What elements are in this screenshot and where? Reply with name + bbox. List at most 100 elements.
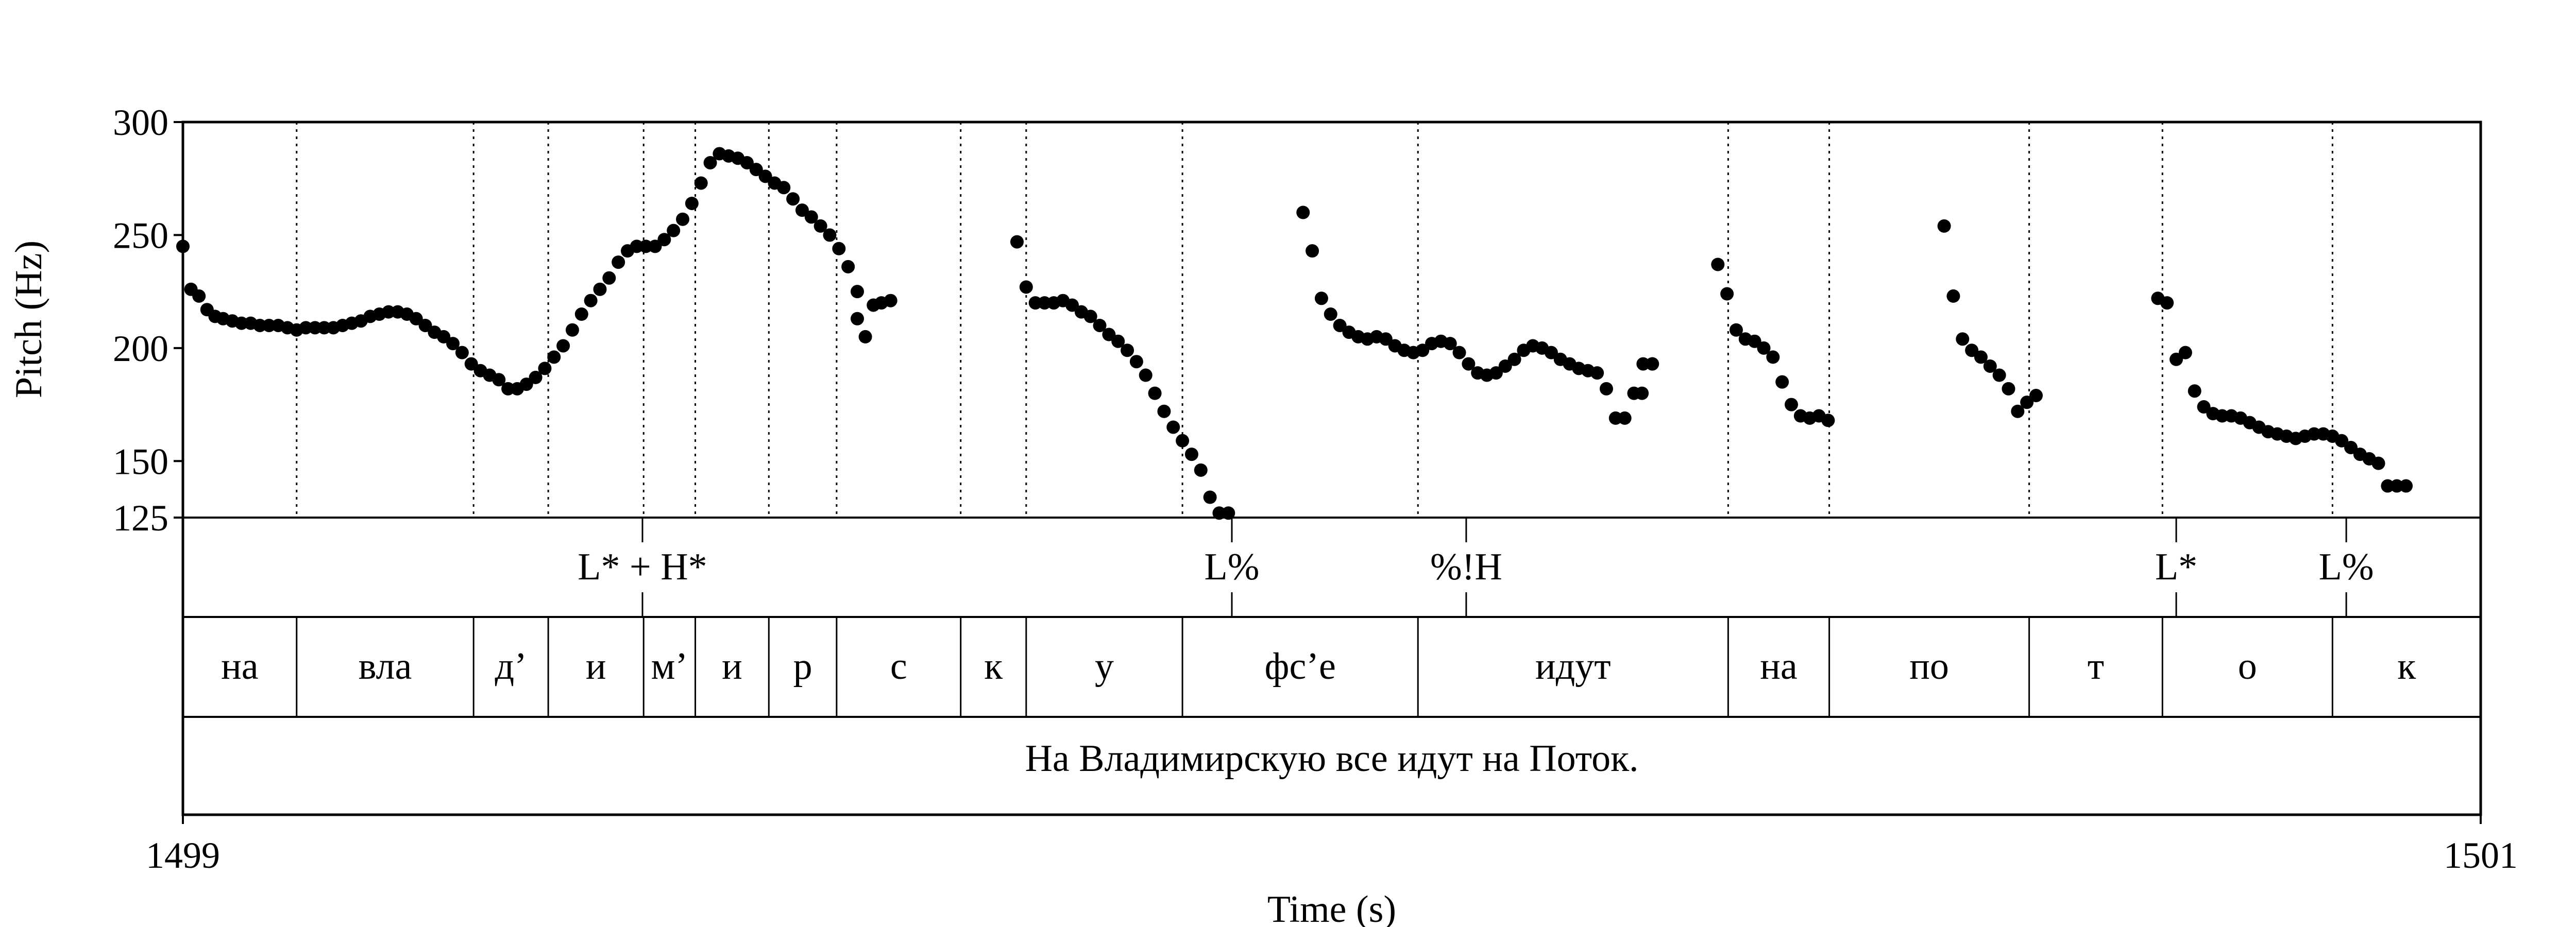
pitch-point <box>409 312 423 325</box>
y-axis-ticks: 125 150 200 250 300 <box>113 102 183 539</box>
pitch-point <box>574 307 588 321</box>
pitch-point <box>1212 506 1226 520</box>
sentence-label: На Владимирскую все идут на Поток. <box>1025 737 1638 780</box>
pitch-point <box>777 181 791 195</box>
syllable-label: вла <box>359 645 412 688</box>
pitch-point <box>1148 386 1162 400</box>
outer-frame <box>181 121 2482 816</box>
syllable-label: к <box>984 645 1003 688</box>
pitch-point <box>657 233 671 247</box>
pitch-point <box>1038 296 1052 310</box>
pitch-point <box>2197 400 2211 414</box>
tone-label: %!H <box>1430 546 1502 588</box>
pitch-point <box>1443 337 1457 351</box>
pitch-point <box>299 321 313 335</box>
pitch-point <box>749 163 763 177</box>
tone-label: L% <box>1205 546 1260 588</box>
pitch-point <box>667 224 681 237</box>
syllable-label: фс’е <box>1265 645 1336 688</box>
pitch-point <box>2390 479 2404 493</box>
y-axis-title: Pitch (Hz) <box>8 241 50 398</box>
pitch-point <box>1306 244 1319 258</box>
pitch-point <box>2381 479 2395 493</box>
pitch-point <box>2020 396 2034 409</box>
pitch-point <box>630 239 643 253</box>
pitch-point <box>262 318 276 332</box>
pitch-point <box>804 210 818 224</box>
pitch-point <box>1635 386 1649 400</box>
pitch-point <box>1956 332 1970 346</box>
pitch-point <box>1729 323 1743 337</box>
y-tick-label: 150 <box>113 441 168 482</box>
pitch-point <box>648 239 662 253</box>
pitch-point <box>851 312 865 325</box>
pitch-point <box>2307 427 2321 441</box>
pitch-point <box>2170 352 2183 366</box>
pitch-point <box>556 339 570 353</box>
pitch-point <box>694 176 708 190</box>
pitch-point <box>1748 334 1761 348</box>
pitch-point <box>814 219 827 233</box>
pitch-point <box>1379 332 1393 346</box>
pitch-point <box>1507 352 1521 366</box>
x-tick-label-start: 1499 <box>146 835 220 876</box>
pitch-point <box>2011 404 2025 418</box>
pitch-point <box>1010 235 1024 249</box>
syllable-label: на <box>221 645 258 688</box>
pitch-point <box>1102 328 1116 341</box>
pitch-point <box>1785 398 1798 411</box>
pitch-point <box>1166 420 1180 434</box>
pitch-point <box>1452 346 1466 359</box>
pitch-point <box>2002 382 2015 396</box>
pitch-point <box>832 242 846 255</box>
x-axis-title: Time (s) <box>1267 888 1396 927</box>
syllable-label: р <box>793 645 812 688</box>
pitch-point <box>1766 350 1780 364</box>
pitch-point <box>1599 382 1613 396</box>
syllable-label: и <box>586 645 606 688</box>
pitch-point <box>437 330 451 344</box>
pitch-point <box>529 370 543 384</box>
pitch-point <box>1093 318 1107 332</box>
syllable-label: м’ <box>651 645 688 688</box>
pitch-point <box>1065 298 1079 312</box>
pitch-point <box>612 255 625 269</box>
pitch-point <box>1333 318 1347 332</box>
pitch-point <box>492 373 506 387</box>
pitch-point <box>1194 463 1208 477</box>
pitch-point <box>758 169 772 183</box>
pitch-point <box>455 346 469 359</box>
pitch-point <box>823 228 837 242</box>
pitch-point <box>1184 448 1198 461</box>
pitch-point <box>519 377 533 391</box>
syllable-label: по <box>1909 645 1949 688</box>
pitch-point <box>308 321 322 335</box>
tone-label: L* <box>2155 546 2197 588</box>
pitch-point <box>1544 346 1558 359</box>
pitch-point <box>1462 357 1476 371</box>
pitch-point <box>639 239 653 253</box>
pitch-point <box>841 260 855 273</box>
pitch-point <box>851 285 865 299</box>
pitch-point <box>1590 366 1604 380</box>
pitch-point <box>446 337 460 351</box>
pitch-point <box>685 196 699 210</box>
pitch-point <box>547 350 561 364</box>
syllable-label: о <box>2238 645 2257 688</box>
syllable-label: идут <box>1535 645 1611 688</box>
pitch-point <box>1222 506 1235 520</box>
pitch-point <box>1720 287 1734 301</box>
y-tick-label: 125 <box>113 497 168 539</box>
pitch-point <box>192 289 206 303</box>
syllable-label: д’ <box>495 645 527 688</box>
x-tick-label-end: 1501 <box>2444 835 2518 876</box>
pitch-point <box>1992 368 2006 382</box>
pitch-point <box>501 382 515 396</box>
pitch-point <box>1821 414 1835 427</box>
pitch-point <box>584 294 598 307</box>
pitch-point <box>1757 341 1771 355</box>
pitch-point <box>2215 409 2229 423</box>
pitch-points <box>176 147 2413 520</box>
pitch-point <box>1965 344 1979 357</box>
pitch-point <box>676 212 690 226</box>
